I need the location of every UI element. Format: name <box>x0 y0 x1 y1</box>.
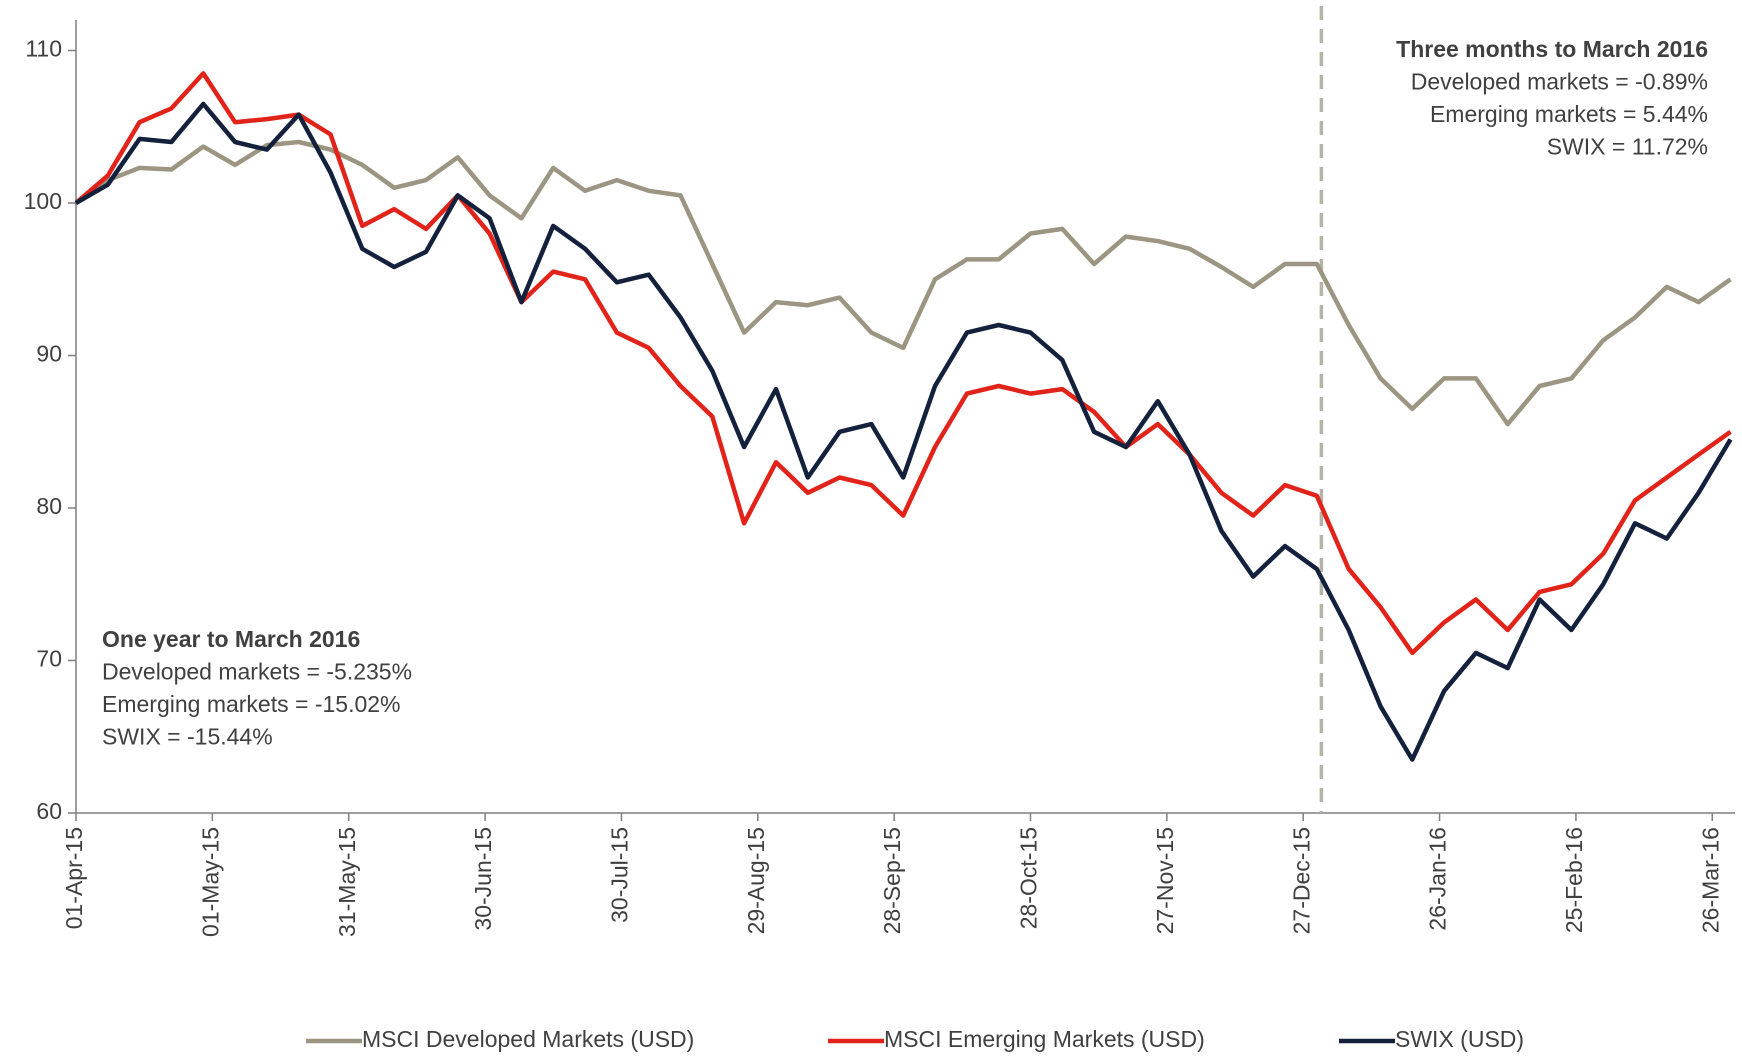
annotation-line: Emerging markets = 5.44% <box>1430 101 1708 127</box>
x-tick-label: 25-Feb-16 <box>1561 827 1587 933</box>
x-tick-label: 30-Jun-15 <box>470 827 496 931</box>
annotation-title: One year to March 2016 <box>102 626 360 652</box>
y-tick-label: 60 <box>36 798 62 824</box>
y-tick-label: 80 <box>36 493 62 519</box>
x-tick-label: 28-Sep-15 <box>879 827 905 934</box>
x-tick-label: 27-Nov-15 <box>1152 827 1178 934</box>
y-tick-label: 70 <box>36 646 62 672</box>
series-line <box>74 101 1733 762</box>
y-tick-label: 90 <box>36 341 62 367</box>
annotation-line: SWIX = -15.44% <box>102 724 273 750</box>
x-tick-label: 01-Apr-15 <box>61 827 87 929</box>
annotation-title: Three months to March 2016 <box>1396 36 1708 62</box>
annotation-line: SWIX = 11.72% <box>1547 134 1708 160</box>
legend-label: MSCI Emerging Markets (USD) <box>884 1026 1205 1052</box>
y-tick-label: 110 <box>25 36 62 62</box>
x-tick-label: 27-Dec-15 <box>1288 827 1314 934</box>
y-tick-label: 100 <box>24 188 62 214</box>
legend-label: SWIX (USD) <box>1395 1026 1524 1052</box>
series-line <box>74 139 1732 427</box>
x-tick-label: 30-Jul-15 <box>607 827 633 923</box>
x-tick-label: 01-May-15 <box>197 827 223 937</box>
x-tick-label: 26-Mar-16 <box>1697 827 1723 933</box>
annotation-line: Emerging markets = -15.02% <box>102 691 401 717</box>
x-tick-label: 28-Oct-15 <box>1016 827 1042 929</box>
annotation-line: Developed markets = -0.89% <box>1411 69 1708 95</box>
x-tick-label: 31-May-15 <box>334 827 360 937</box>
x-tick-label: 26-Jan-16 <box>1425 827 1451 931</box>
annotation-line: Developed markets = -5.235% <box>102 659 412 685</box>
x-tick-label: 29-Aug-15 <box>743 827 769 934</box>
legend-label: MSCI Developed Markets (USD) <box>362 1026 694 1052</box>
series-line <box>74 71 1732 656</box>
